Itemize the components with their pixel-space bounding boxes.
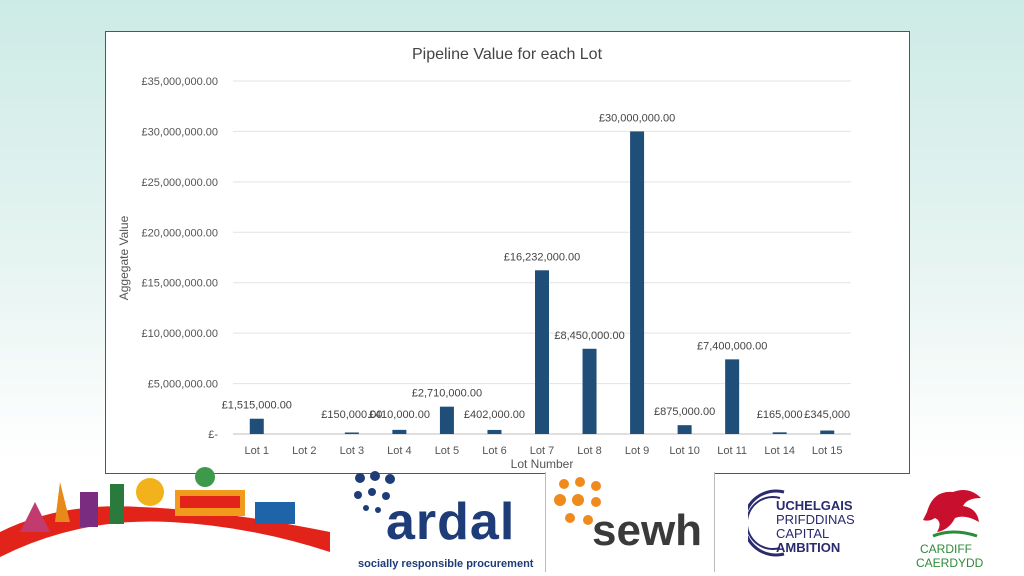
capital-ambition-logo: UCHELGAIS PRIFDDINAS CAPITAL AMBITION xyxy=(748,488,878,558)
x-tick-label: Lot 10 xyxy=(669,445,700,457)
x-tick-label: Lot 5 xyxy=(435,445,459,457)
x-tick-label: Lot 6 xyxy=(482,445,506,457)
data-label: £2,710,000.00 xyxy=(412,388,482,400)
x-tick-label: Lot 14 xyxy=(764,445,795,457)
bar-13 xyxy=(820,430,835,434)
x-tick-label: Lot 3 xyxy=(340,445,364,457)
y-tick-label: £25,000,000.00 xyxy=(142,177,218,189)
ardal-wordmark: ardal xyxy=(386,493,516,551)
sewh-dots-icon xyxy=(554,477,601,525)
ccr-line-2: PRIFDDINAS xyxy=(776,512,855,527)
x-tick-label: Lot 1 xyxy=(245,445,269,457)
x-tick-label: Lot 11 xyxy=(717,445,747,457)
dragon-icon xyxy=(923,490,981,538)
data-label: £875,000.00 xyxy=(654,406,715,418)
x-tick-label: Lot 9 xyxy=(625,445,649,457)
x-axis-label: Lot Number xyxy=(511,457,574,471)
y-tick-label: £10,000,000.00 xyxy=(142,328,218,340)
bar-8 xyxy=(582,348,597,434)
data-label: £7,400,000.00 xyxy=(697,340,767,352)
data-label: £1,515,000.00 xyxy=(222,400,292,412)
y-tick-label: £5,000,000.00 xyxy=(148,379,218,391)
y-tick-label: £15,000,000.00 xyxy=(142,278,218,290)
bar-6 xyxy=(487,429,502,434)
y-tick-label: £35,000,000.00 xyxy=(142,76,218,88)
bar-5 xyxy=(439,406,454,434)
y-tick-label: £20,000,000.00 xyxy=(142,227,218,239)
bar-9 xyxy=(630,131,645,434)
data-label: £8,450,000.00 xyxy=(554,330,624,342)
y-tick-label: £30,000,000.00 xyxy=(142,126,218,138)
data-label: £345,000 xyxy=(804,409,850,421)
x-tick-label: Lot 15 xyxy=(812,445,843,457)
sewh-wordmark: sewh xyxy=(592,506,703,555)
ccr-line-1: UCHELGAIS xyxy=(776,498,853,513)
bar-1 xyxy=(249,418,264,434)
cardiff-council-logo: CARDIFF CAERDYDD xyxy=(912,482,996,572)
cardiff-line-2: CAERDYDD xyxy=(916,556,984,570)
bar-7 xyxy=(535,270,549,434)
ardal-logo: ardal socially responsible procurement xyxy=(350,470,540,576)
sewh-logo: sewh xyxy=(545,472,715,572)
x-tick-label: Lot 4 xyxy=(387,445,411,457)
bar-chart: Pipeline Value for each Lot Aggegate Val… xyxy=(117,46,851,471)
x-axis-ticks: Lot 1 Lot 2 Lot 3 Lot 4 Lot 5 Lot 6 Lot 7 Lot 8… xyxy=(245,445,843,457)
y-axis-ticks: £- £5,000,000.00 £10,000,000.00 £15,000,000… xyxy=(142,76,219,441)
data-label: £150,000.00 xyxy=(321,409,382,421)
data-labels: £1,515,000.00 £150,000.00£410,000.00 £2,71… xyxy=(222,112,851,421)
data-label: £410,000.00 xyxy=(369,409,430,421)
bar-3 xyxy=(344,432,359,434)
chart-panel: Pipeline Value for each Lot Aggegate Val… xyxy=(105,31,910,474)
bar-12 xyxy=(772,432,787,434)
y-axis-label: Aggegate Value xyxy=(117,215,131,300)
cardiff-line-1: CARDIFF xyxy=(920,542,972,556)
data-label: £402,000.00 xyxy=(464,409,525,421)
x-tick-label: Lot 2 xyxy=(292,445,316,457)
festival-illustration xyxy=(0,467,330,576)
bar-11 xyxy=(725,359,740,434)
chart-title: Pipeline Value for each Lot xyxy=(412,46,603,63)
ardal-tagline: socially responsible procurement xyxy=(358,558,534,570)
x-tick-label: Lot 8 xyxy=(577,445,601,457)
data-label: £165,000 xyxy=(757,409,803,421)
bar-4 xyxy=(392,429,407,434)
data-label: £16,232,000.00 xyxy=(504,251,580,263)
crescent-icon xyxy=(748,489,785,557)
bar-10 xyxy=(677,425,692,434)
data-label: £30,000,000.00 xyxy=(599,112,675,124)
y-tick-label: £- xyxy=(208,429,218,441)
x-tick-label: Lot 7 xyxy=(530,445,554,457)
ccr-line-3: CAPITAL xyxy=(776,526,830,541)
bars xyxy=(249,131,835,434)
ardal-dots-icon xyxy=(354,471,395,513)
ccr-line-4: AMBITION xyxy=(776,540,841,555)
